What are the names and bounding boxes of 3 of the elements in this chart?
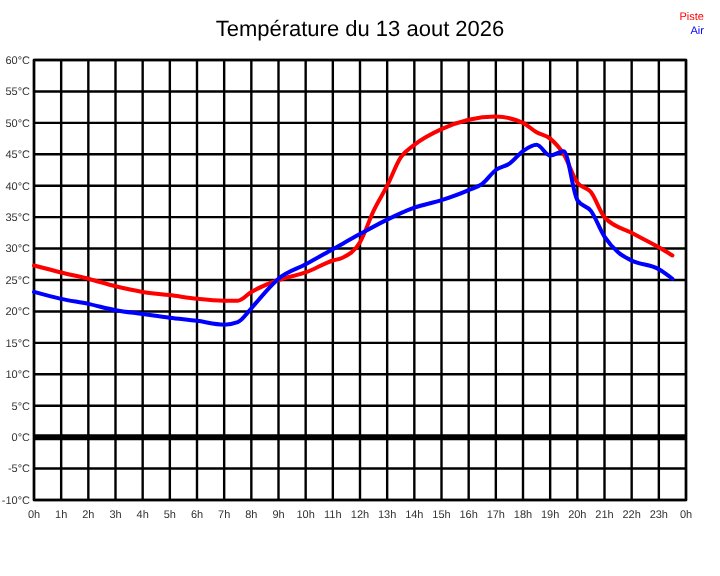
- line-series: [32, 114, 675, 303]
- line-series: [32, 142, 675, 327]
- chart-title: Température du 13 aout 2026: [215, 18, 505, 42]
